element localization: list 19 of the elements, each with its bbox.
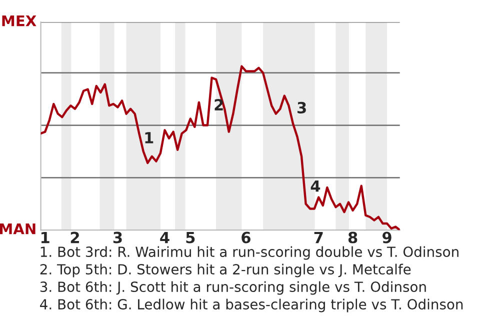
x-tick-label: 6: [242, 232, 250, 244]
x-tick-label: 8: [348, 232, 358, 244]
text: MAN: [0, 223, 36, 234]
x-tick-label: 2: [70, 232, 79, 244]
text: 1. Bot 3rd: R. Wairimu hit a run-scoring double vs T. Odinson: [40, 246, 458, 260]
annotation: 3: [298, 102, 306, 114]
x-tick-label: 4: [160, 232, 170, 244]
annotation: 1: [145, 132, 154, 144]
x-tick-label: 7: [314, 232, 323, 244]
x-tick-label: 5: [186, 232, 195, 244]
text: 4. Bot 6th: G. Ledlow hit a bases-clearing triple vs T. Odinson: [40, 298, 463, 312]
x-tick-label: 3: [113, 232, 122, 244]
text: 3. Bot 6th: J. Scott hit a run-scoring single vs T. Odinson: [40, 281, 426, 295]
annotation: 4: [310, 180, 320, 192]
annotation: 2: [214, 98, 223, 110]
text: MEX: [2, 15, 36, 26]
x-tick-label: 1: [41, 232, 50, 244]
x-tick-label: 9: [382, 232, 392, 244]
text: 2. Top 5th: D. Stowers hit a 2-run single vs J. Metcalfe: [40, 264, 411, 278]
